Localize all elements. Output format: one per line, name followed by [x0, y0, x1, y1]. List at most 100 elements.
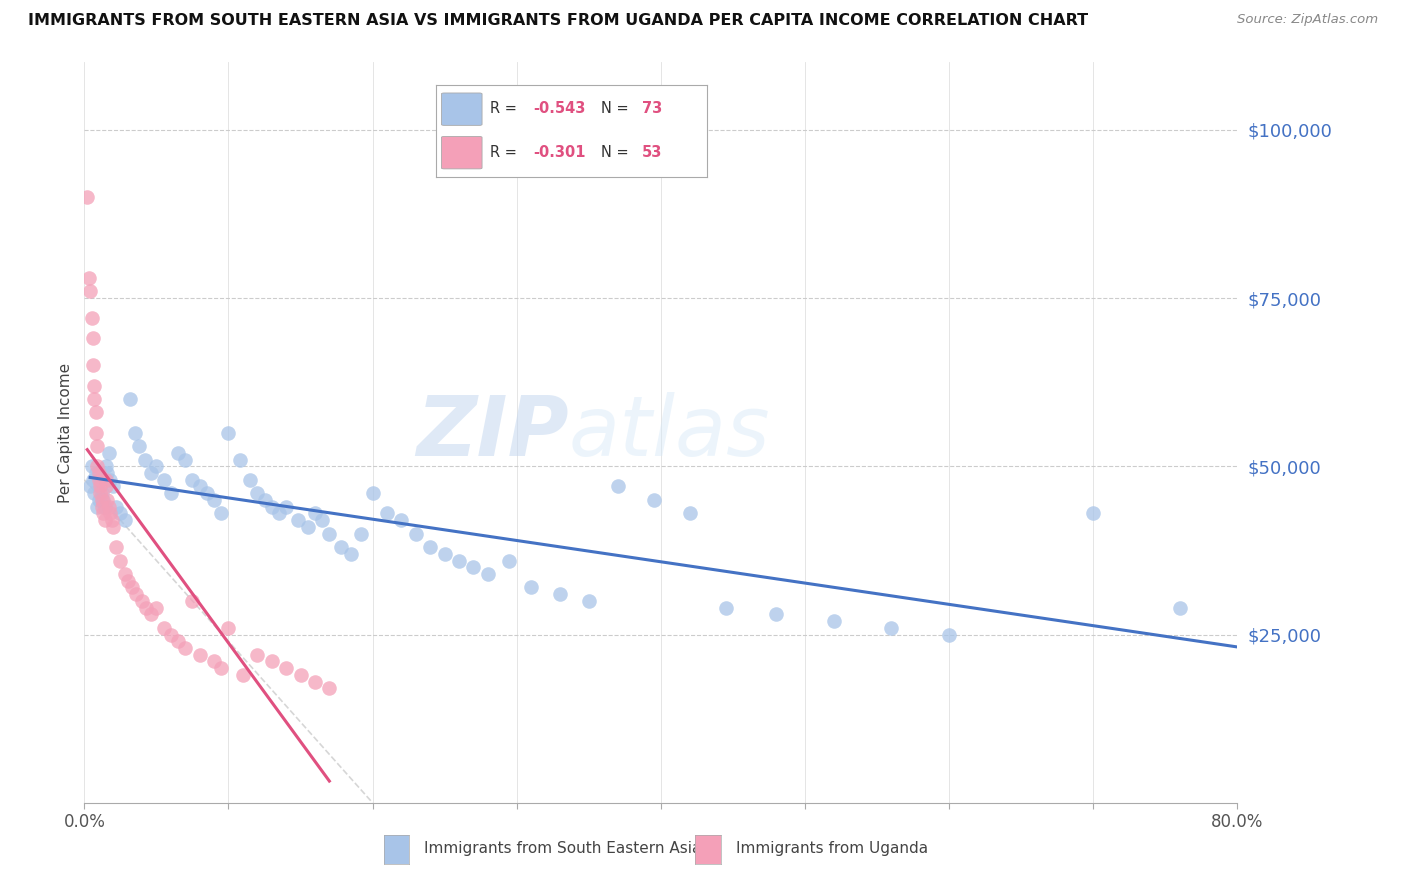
Point [311, 513, 333, 527]
Point [160, 627, 183, 641]
Point [152, 621, 174, 635]
Point [297, 520, 319, 534]
Point [1168, 600, 1191, 615]
Point [90, 500, 112, 514]
Point [152, 473, 174, 487]
Point [375, 507, 398, 521]
Point [174, 640, 197, 655]
Point [134, 452, 156, 467]
Point [498, 553, 520, 567]
Point [433, 547, 456, 561]
Point [139, 466, 162, 480]
Point [80, 311, 103, 326]
Point [232, 668, 254, 682]
Point [167, 446, 190, 460]
Point [84, 405, 107, 419]
Point [253, 492, 276, 507]
Text: Source: ZipAtlas.com: Source: ZipAtlas.com [1237, 13, 1378, 27]
Point [419, 540, 441, 554]
Point [246, 648, 269, 662]
Point [110, 553, 132, 567]
Point [229, 452, 252, 467]
Text: ZIP: ZIP [416, 392, 568, 473]
Point [391, 513, 413, 527]
Point [405, 526, 427, 541]
Point [329, 540, 352, 554]
Point [304, 507, 326, 521]
Point [340, 547, 363, 561]
Point [79, 479, 101, 493]
Point [880, 621, 903, 635]
Point [83, 378, 105, 392]
Point [714, 600, 737, 615]
Point [449, 553, 471, 567]
Point [361, 486, 384, 500]
Point [91, 507, 114, 521]
Point [181, 473, 204, 487]
Point [82, 331, 104, 345]
Point [84, 425, 107, 440]
Point [100, 513, 122, 527]
Point [643, 492, 665, 507]
Y-axis label: Per Capita Income: Per Capita Income [58, 362, 73, 503]
Point [94, 479, 117, 493]
Point [98, 507, 121, 521]
Point [124, 425, 146, 440]
Point [86, 459, 108, 474]
Point [578, 594, 600, 608]
Point [477, 566, 499, 581]
Point [318, 526, 340, 541]
Point [135, 600, 157, 615]
Point [188, 648, 211, 662]
Point [86, 500, 108, 514]
Text: atlas: atlas [568, 392, 770, 473]
Point [117, 574, 139, 588]
Point [276, 500, 298, 514]
Point [188, 479, 211, 493]
Point [260, 655, 283, 669]
Point [260, 500, 283, 514]
Point [520, 581, 543, 595]
Point [91, 492, 114, 507]
Point [174, 452, 197, 467]
Point [84, 466, 107, 480]
Point [114, 513, 136, 527]
Point [304, 674, 326, 689]
Point [114, 566, 136, 581]
Point [90, 486, 112, 500]
Point [145, 459, 167, 474]
Point [131, 594, 153, 608]
Point [318, 681, 340, 696]
Point [97, 446, 120, 460]
Point [202, 492, 225, 507]
Point [103, 520, 124, 534]
Point [290, 668, 312, 682]
Point [267, 507, 290, 521]
Text: IMMIGRANTS FROM SOUTH EASTERN ASIA VS IMMIGRANTS FROM UGANDA PER CAPITA INCOME C: IMMIGRANTS FROM SOUTH EASTERN ASIA VS IM… [28, 13, 1088, 29]
Point [160, 486, 183, 500]
Point [125, 587, 148, 601]
Point [1083, 507, 1105, 521]
Text: Immigrants from Uganda: Immigrants from Uganda [735, 841, 928, 856]
Point [77, 270, 100, 285]
Point [195, 486, 218, 500]
Point [89, 486, 111, 500]
Point [938, 627, 960, 641]
Point [239, 473, 262, 487]
Point [83, 392, 105, 406]
Point [209, 661, 232, 675]
Point [97, 500, 120, 514]
Point [86, 439, 108, 453]
Point [82, 359, 104, 373]
Point [93, 513, 115, 527]
Point [82, 473, 104, 487]
Point [79, 285, 101, 299]
Point [87, 466, 110, 480]
Point [98, 473, 121, 487]
Point [105, 500, 128, 514]
Point [89, 479, 111, 493]
Point [96, 466, 118, 480]
Point [110, 507, 132, 521]
Point [218, 621, 240, 635]
Point [287, 513, 309, 527]
